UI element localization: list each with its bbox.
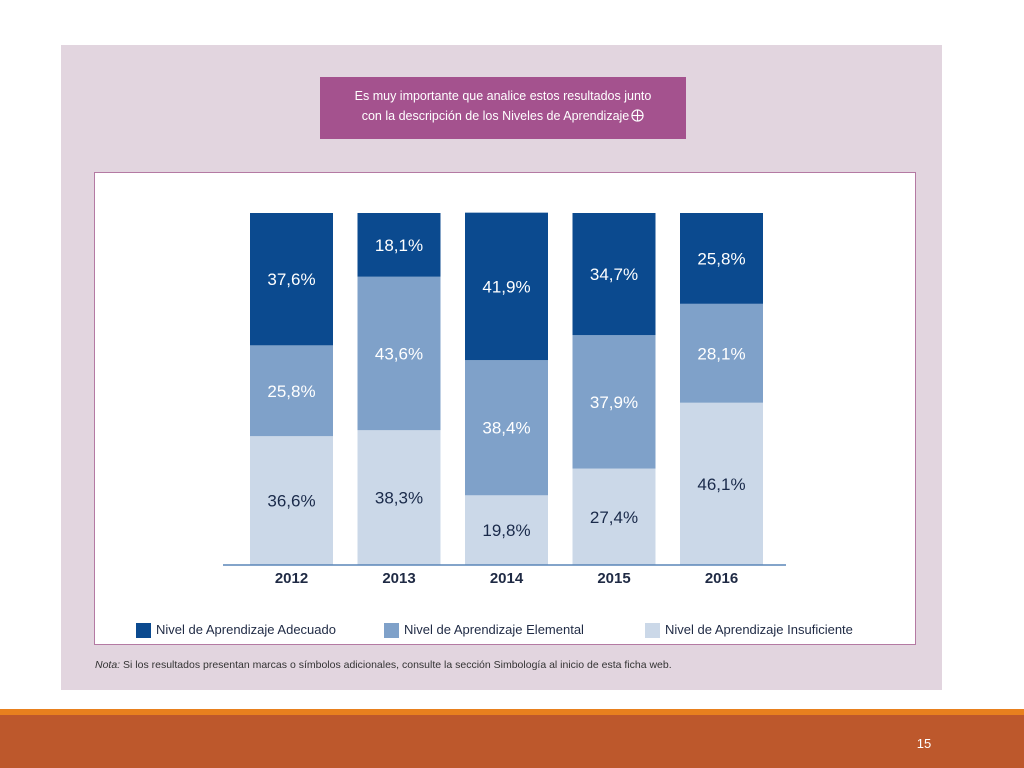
legend-label: Nivel de Aprendizaje Insuficiente bbox=[665, 622, 853, 637]
x-tick-label: 2014 bbox=[490, 570, 524, 587]
bar-segment bbox=[465, 212, 548, 361]
data-label: 19,8% bbox=[482, 521, 530, 540]
footer-accent-line bbox=[0, 709, 1024, 715]
x-tick-label: 2013 bbox=[382, 570, 415, 587]
chart-container: 36,6% 25,8% 37,6% 2012 38,3% 43,6% 18,1% 2013 19… bbox=[94, 172, 916, 645]
legend-swatch bbox=[136, 623, 151, 638]
bar-segment bbox=[572, 335, 656, 469]
x-tick-label: 2012 bbox=[275, 570, 308, 587]
data-label: 25,8% bbox=[267, 382, 315, 401]
x-tick-label: 2016 bbox=[705, 570, 738, 587]
data-label: 25,8% bbox=[697, 249, 745, 268]
data-label: 46,1% bbox=[697, 475, 745, 494]
note-prefix: Nota: bbox=[95, 659, 121, 671]
bar-segment bbox=[250, 345, 333, 437]
notice-line-1: Es muy importante que analice estos resu… bbox=[354, 89, 652, 103]
plus-circle-icon[interactable] bbox=[631, 109, 644, 122]
data-label: 18,1% bbox=[375, 236, 423, 255]
page-number: 15 bbox=[916, 736, 932, 751]
legend-swatch bbox=[384, 623, 399, 638]
bar-segment bbox=[357, 213, 441, 277]
bar-segment bbox=[680, 402, 763, 565]
note-body: Si los resultados presentan marcas o sím… bbox=[120, 659, 672, 671]
legend-swatch bbox=[645, 623, 660, 638]
notice-line-2-text: con la descripción de los Niveles de Apr… bbox=[361, 109, 630, 123]
bar-segment bbox=[680, 303, 763, 403]
data-label: 37,9% bbox=[590, 393, 638, 412]
bar-segment bbox=[250, 213, 333, 346]
stacked-bar-chart: 36,6% 25,8% 37,6% 2012 38,3% 43,6% 18,1% 2013 19… bbox=[223, 212, 786, 587]
chart-legend: Nivel de Aprendizaje Adecuado Nivel de Ap… bbox=[95, 620, 917, 640]
bar-segment bbox=[357, 430, 441, 565]
notice-line-2: con la descripción de los Niveles de Apr… bbox=[332, 106, 674, 126]
bar-segment bbox=[680, 213, 763, 304]
legend-label: Nivel de Aprendizaje Adecuado bbox=[156, 622, 336, 637]
data-label: 41,9% bbox=[482, 277, 530, 296]
notice-banner[interactable]: Es muy importante que analice estos resu… bbox=[320, 77, 686, 139]
data-label: 34,7% bbox=[590, 265, 638, 284]
data-label: 43,6% bbox=[375, 344, 423, 363]
data-label: 38,3% bbox=[375, 489, 423, 508]
bar-segment bbox=[572, 468, 656, 565]
x-tick-label: 2015 bbox=[597, 570, 630, 587]
legend-label: Nivel de Aprendizaje Elemental bbox=[404, 622, 584, 637]
data-label: 38,4% bbox=[482, 419, 530, 438]
note-text: Nota: Si los resultados presentan marcas… bbox=[95, 659, 915, 671]
data-label: 37,6% bbox=[267, 270, 315, 289]
bar-segment bbox=[465, 495, 548, 565]
bar-segment bbox=[572, 213, 656, 336]
data-label: 36,6% bbox=[267, 492, 315, 511]
bar-segment bbox=[357, 276, 441, 431]
bar-segment bbox=[465, 360, 548, 496]
data-label: 27,4% bbox=[590, 508, 638, 527]
footer-bar bbox=[0, 715, 1024, 768]
bar-segment bbox=[250, 436, 333, 565]
data-label: 28,1% bbox=[697, 344, 745, 363]
